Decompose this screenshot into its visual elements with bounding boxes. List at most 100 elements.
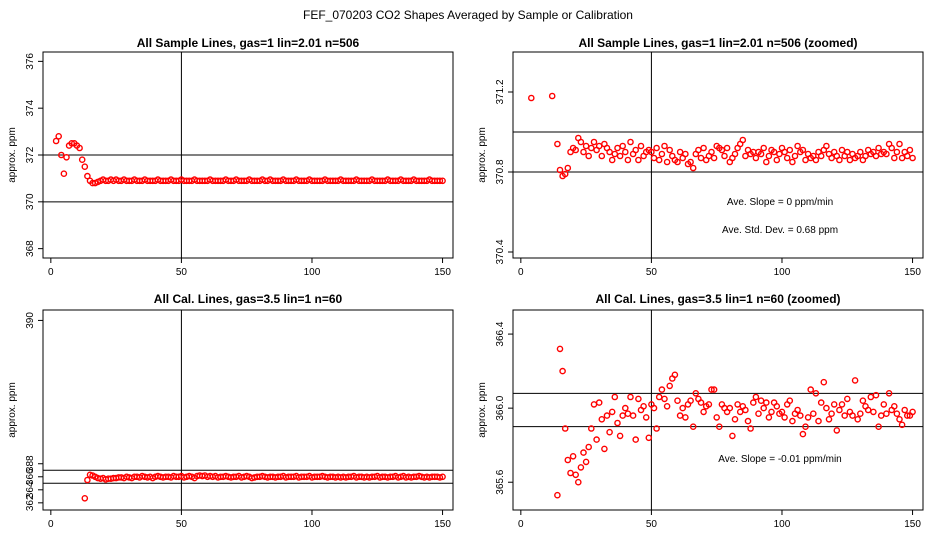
data-point xyxy=(799,146,807,154)
data-point xyxy=(830,401,838,408)
x-tick-label: 0 xyxy=(518,267,524,278)
data-point xyxy=(635,395,642,403)
data-point xyxy=(650,404,658,412)
data-point xyxy=(572,146,580,154)
data-point xyxy=(567,469,574,477)
data-point xyxy=(653,425,660,432)
data-point xyxy=(880,401,888,408)
data-point xyxy=(572,471,580,479)
data-point xyxy=(55,132,63,140)
data-point xyxy=(825,415,833,423)
data-point xyxy=(838,146,846,154)
y-tick-label: 366.0 xyxy=(495,395,506,420)
data-point xyxy=(770,148,778,156)
data-point xyxy=(624,156,632,164)
data-point xyxy=(642,414,650,421)
y-tick-label: 374 xyxy=(25,99,36,116)
data-point xyxy=(906,146,914,154)
data-point xyxy=(789,158,796,166)
data-point xyxy=(637,142,645,150)
data-point xyxy=(773,402,781,410)
y-tick-label: 370.8 xyxy=(495,159,506,184)
data-point xyxy=(590,401,598,408)
data-point xyxy=(862,152,869,160)
data-point xyxy=(710,154,718,162)
data-point xyxy=(52,137,60,145)
x-tick-label: 50 xyxy=(646,267,658,278)
data-point xyxy=(687,158,694,166)
data-point xyxy=(622,404,629,412)
x-tick-label: 0 xyxy=(518,519,524,530)
data-point xyxy=(76,144,83,152)
data-point xyxy=(614,144,621,152)
data-point xyxy=(752,154,760,162)
x-tick-label: 50 xyxy=(646,519,658,530)
data-point xyxy=(794,142,801,150)
data-point xyxy=(857,148,864,156)
data-point xyxy=(731,150,739,158)
data-point xyxy=(697,399,705,406)
data-point xyxy=(875,144,882,152)
x-tick-label: 150 xyxy=(434,519,451,530)
data-point xyxy=(883,410,890,418)
data-point xyxy=(58,151,65,159)
data-point xyxy=(627,138,634,146)
data-point xyxy=(658,150,666,158)
data-point xyxy=(760,144,768,152)
x-tick-label: 100 xyxy=(774,519,791,530)
data-point xyxy=(439,177,446,185)
data-point xyxy=(854,415,862,423)
panel-1: All Sample Lines, gas=1 lin=2.01 n=506 0 5… xyxy=(7,36,454,278)
data-point xyxy=(632,146,640,154)
data-point xyxy=(682,150,689,158)
data-point xyxy=(750,399,757,406)
data-point xyxy=(789,417,796,425)
panel-title: All Cal. Lines, gas=3.5 lin=1 n=60 xyxy=(154,292,343,306)
data-point xyxy=(851,377,859,384)
data-point xyxy=(786,397,794,405)
data-point xyxy=(561,170,569,178)
x-tick-label: 100 xyxy=(304,267,321,278)
data-point xyxy=(828,410,835,418)
data-point xyxy=(619,142,627,150)
x-tick-label: 0 xyxy=(48,267,54,278)
data-point xyxy=(674,397,681,405)
data-point xyxy=(629,412,637,419)
data-point xyxy=(682,414,689,421)
x-tick-label: 150 xyxy=(434,267,451,278)
data-point xyxy=(891,402,898,410)
data-point xyxy=(556,166,564,174)
y-tick-label: 362 xyxy=(25,494,36,511)
data-point xyxy=(598,415,606,423)
panel-title: All Cal. Lines, gas=3.5 lin=1 n=60 (zoom… xyxy=(595,292,840,306)
data-point xyxy=(582,458,590,466)
data-point xyxy=(598,152,606,160)
data-point xyxy=(893,410,901,418)
stat-annotation: Ave. Std. Dev. = 0.68 ppm xyxy=(722,225,838,236)
data-point xyxy=(632,436,640,443)
data-point xyxy=(554,491,561,499)
y-tick-label: 365.6 xyxy=(495,469,506,494)
data-point xyxy=(817,399,825,406)
data-point xyxy=(909,154,916,162)
data-point xyxy=(622,148,629,156)
y-tick-label: 370.4 xyxy=(495,239,506,264)
data-point xyxy=(611,150,619,158)
data-point xyxy=(695,146,702,154)
data-point xyxy=(812,156,820,164)
data-point xyxy=(679,404,687,412)
y-tick-label: 371.2 xyxy=(495,79,506,104)
panel-title: All Sample Lines, gas=1 lin=2.01 n=506 (… xyxy=(578,36,857,50)
y-tick-label: 372 xyxy=(25,146,36,163)
data-point xyxy=(81,494,89,502)
data-point xyxy=(624,410,632,418)
data-point xyxy=(763,158,770,166)
data-point xyxy=(857,410,864,418)
data-point xyxy=(590,138,598,146)
data-point xyxy=(705,401,713,408)
data-point xyxy=(739,136,747,144)
data-point xyxy=(744,417,752,425)
data-point xyxy=(611,393,619,401)
data-point xyxy=(674,158,681,166)
